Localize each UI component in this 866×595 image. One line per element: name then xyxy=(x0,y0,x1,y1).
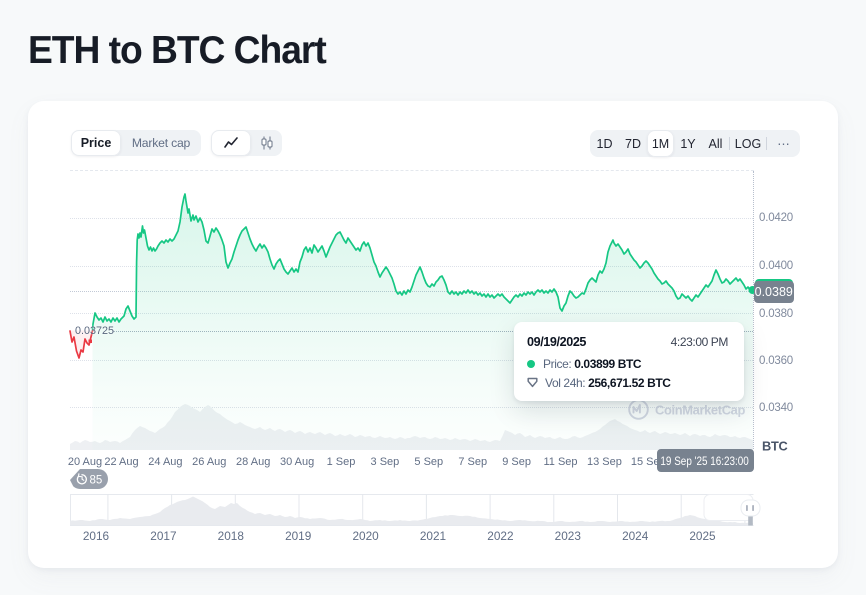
svg-text:85: 85 xyxy=(90,474,103,486)
svg-text:CoinMarketCap: CoinMarketCap xyxy=(655,403,745,418)
